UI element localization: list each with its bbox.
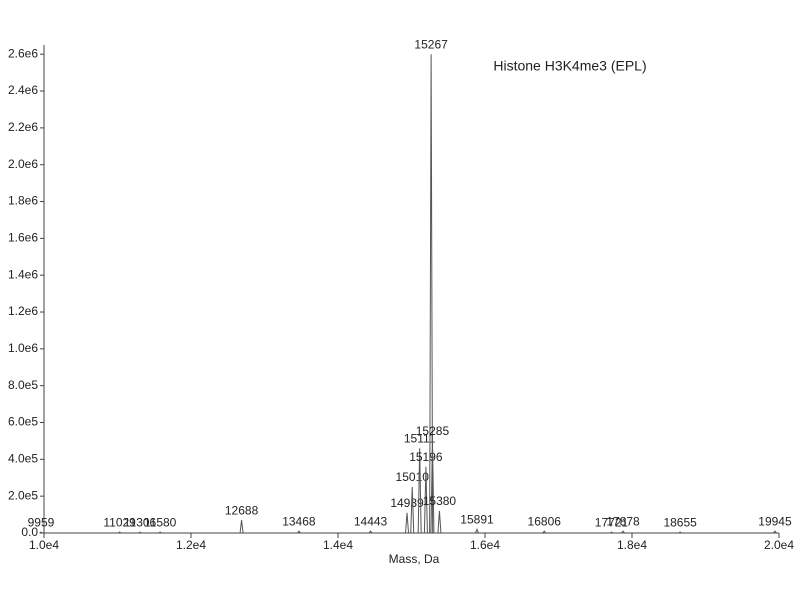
peak-label: 11580 bbox=[144, 515, 177, 529]
peak-label: 13468 bbox=[282, 514, 316, 528]
peak-label: 12688 bbox=[225, 503, 259, 517]
peak bbox=[417, 448, 422, 534]
y-tick-label: 1.8e6 bbox=[8, 194, 38, 208]
peak-label: 17878 bbox=[606, 514, 640, 528]
peak bbox=[405, 512, 410, 534]
peak bbox=[138, 531, 142, 534]
y-tick-label: 1.2e6 bbox=[8, 304, 38, 318]
peak-label: 11306 bbox=[124, 515, 157, 529]
y-tick-label: 2.6e6 bbox=[8, 46, 38, 60]
x-tick-label: 1.8e4 bbox=[617, 538, 647, 552]
peak bbox=[117, 531, 122, 534]
peak bbox=[410, 486, 415, 534]
peak bbox=[437, 510, 442, 534]
y-tick-label: 6.0e5 bbox=[8, 415, 38, 429]
peak bbox=[423, 466, 428, 534]
peak-label: 18655 bbox=[663, 515, 697, 529]
peak bbox=[773, 530, 777, 534]
peak bbox=[39, 531, 43, 534]
y-tick-label: 2.0e5 bbox=[8, 488, 38, 502]
peak bbox=[158, 531, 162, 534]
chart-title: Histone H3K4me3 (EPL) bbox=[493, 58, 646, 74]
x-tick-label: 1.0e4 bbox=[29, 538, 59, 552]
x-tick-label: 1.6e4 bbox=[470, 538, 500, 552]
peak bbox=[475, 527, 479, 534]
x-tick-label: 2.0e4 bbox=[764, 538, 794, 552]
peak-label: 14939 bbox=[390, 496, 424, 510]
peak-label: 15111 bbox=[404, 431, 436, 445]
peak-label: 14443 bbox=[354, 514, 388, 528]
peak bbox=[542, 530, 547, 534]
y-tick-label: 2.2e6 bbox=[8, 120, 38, 134]
peak-label: 16806 bbox=[528, 514, 562, 528]
peak bbox=[621, 530, 625, 534]
peak-label: 19945 bbox=[758, 514, 792, 528]
y-tick-label: 1.6e6 bbox=[8, 231, 38, 245]
peak bbox=[609, 531, 614, 534]
x-tick-label: 1.4e4 bbox=[323, 538, 353, 552]
x-tick-label: 1.2e4 bbox=[176, 538, 206, 552]
peak bbox=[297, 530, 301, 534]
y-tick-label: 4.0e5 bbox=[8, 452, 38, 466]
y-tick-label: 1.4e6 bbox=[8, 267, 38, 281]
y-tick-label: 1.0e6 bbox=[8, 341, 38, 355]
y-tick-label: 8.0e5 bbox=[8, 378, 38, 392]
y-tick-label: 2.4e6 bbox=[8, 83, 38, 97]
peak-label: 15380 bbox=[423, 494, 457, 508]
peak-label: 15196 bbox=[409, 450, 443, 464]
peak-label: 15285 bbox=[416, 424, 450, 438]
y-tick-label: 0.0 bbox=[21, 525, 38, 539]
peak-label: 15267 bbox=[414, 37, 448, 51]
peak bbox=[368, 530, 373, 534]
peak bbox=[239, 520, 244, 534]
x-axis-label: Mass, Da bbox=[389, 552, 440, 566]
peak bbox=[678, 531, 682, 534]
peak-label: 9959 bbox=[28, 515, 55, 529]
peak bbox=[429, 54, 434, 534]
peak-label: 11029 bbox=[103, 515, 136, 529]
peak-label: 15891 bbox=[460, 512, 494, 526]
y-tick-label: 2.0e6 bbox=[8, 157, 38, 171]
peak-label: 17721 bbox=[595, 515, 629, 529]
peak-label: 15010 bbox=[396, 470, 430, 484]
peak bbox=[430, 440, 435, 534]
